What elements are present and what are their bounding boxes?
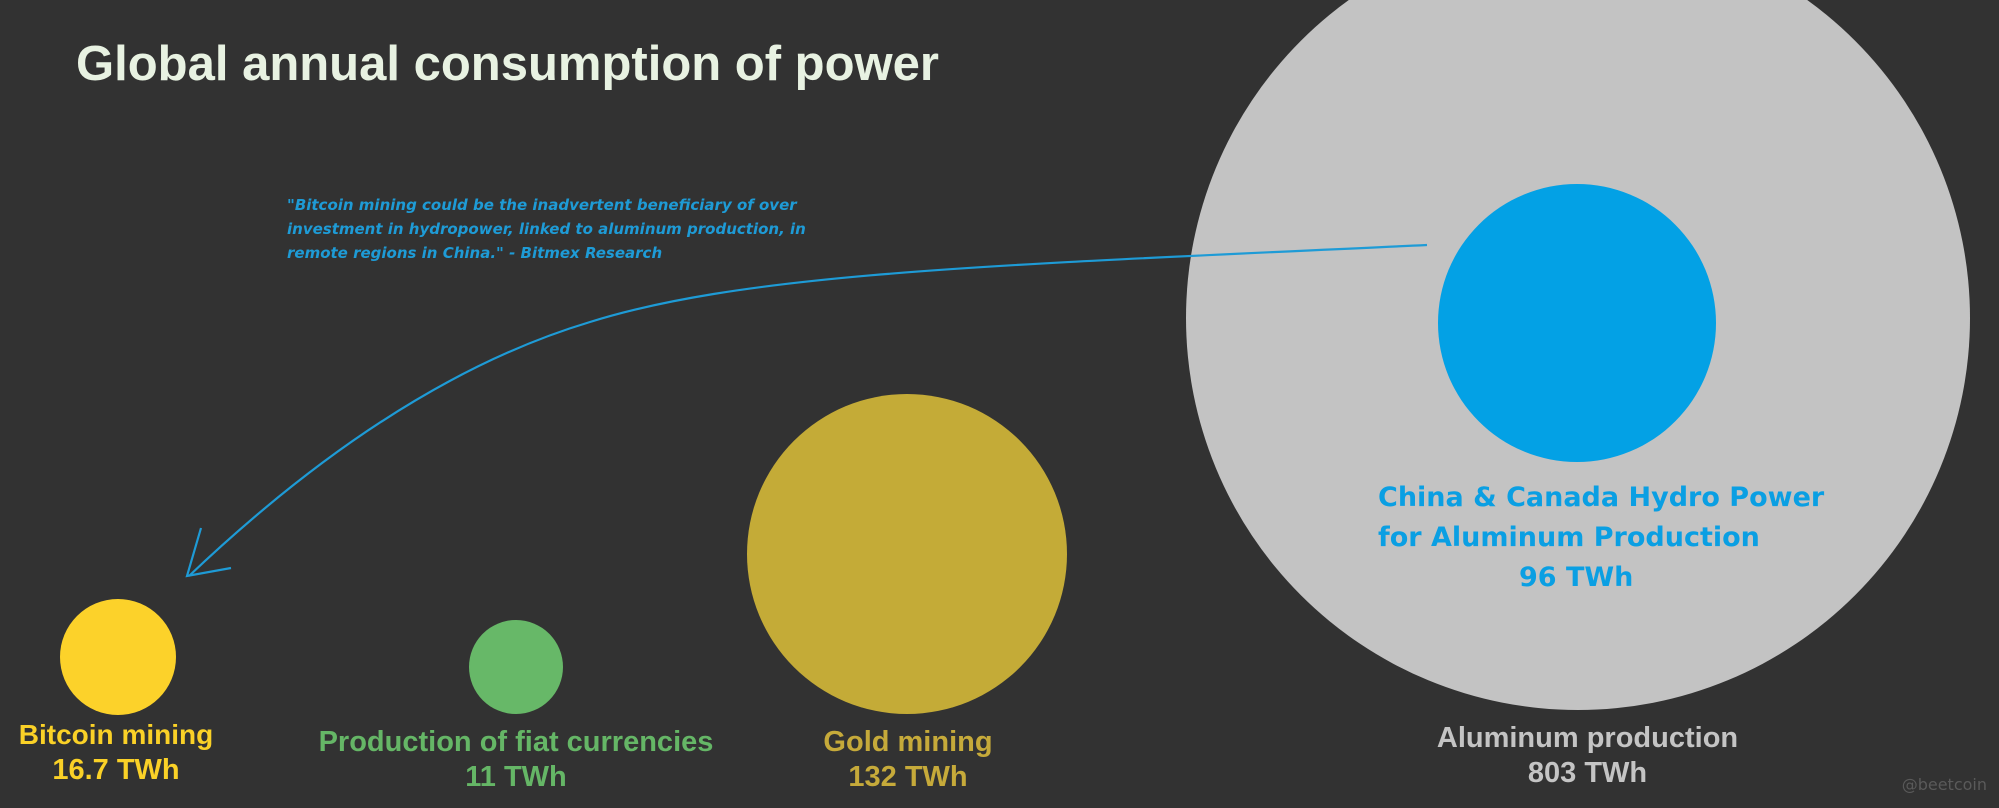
bubble-bitcoin-mining [60, 599, 176, 715]
bubble-hydro-power [1438, 184, 1716, 462]
label-fiat-currencies-value: 11 TWh [465, 761, 567, 793]
label-fiat-currencies: Production of fiat currencies 11 TWh [280, 725, 752, 795]
label-aluminum-production-value: 803 TWh [1527, 757, 1648, 789]
annotation-arrowhead [185, 527, 232, 578]
label-bitcoin-mining-value: 16.7 TWh [52, 754, 180, 786]
watermark: @beetcoin [1901, 775, 1987, 794]
label-gold-mining-name: Gold mining [823, 726, 993, 758]
label-aluminum-production: Aluminum production 803 TWh [1360, 721, 1815, 791]
label-hydro-power-name-line2: for Aluminum Production [1378, 522, 1760, 553]
bubble-gold-mining [747, 394, 1067, 714]
label-hydro-power: China & Canada Hydro Power for Aluminum … [1378, 478, 1825, 598]
chart-title: Global annual consumption of power [76, 37, 939, 91]
label-bitcoin-mining: Bitcoin mining 16.7 TWh [0, 718, 232, 788]
label-gold-mining: Gold mining 132 TWh [758, 725, 1058, 795]
annotation-arrow-line [188, 243, 1428, 577]
bubble-fiat-currencies [469, 620, 563, 714]
label-bitcoin-mining-name: Bitcoin mining [18, 719, 214, 750]
label-aluminum-production-name: Aluminum production [1436, 722, 1739, 754]
annotation-quote: "Bitcoin mining could be the inadvertent… [287, 196, 806, 262]
label-hydro-power-name-line1: China & Canada Hydro Power [1378, 482, 1825, 513]
label-hydro-power-value: 96 TWh [1519, 562, 1634, 593]
label-gold-mining-value: 132 TWh [848, 761, 968, 793]
label-fiat-currencies-name: Production of fiat currencies [318, 726, 714, 758]
